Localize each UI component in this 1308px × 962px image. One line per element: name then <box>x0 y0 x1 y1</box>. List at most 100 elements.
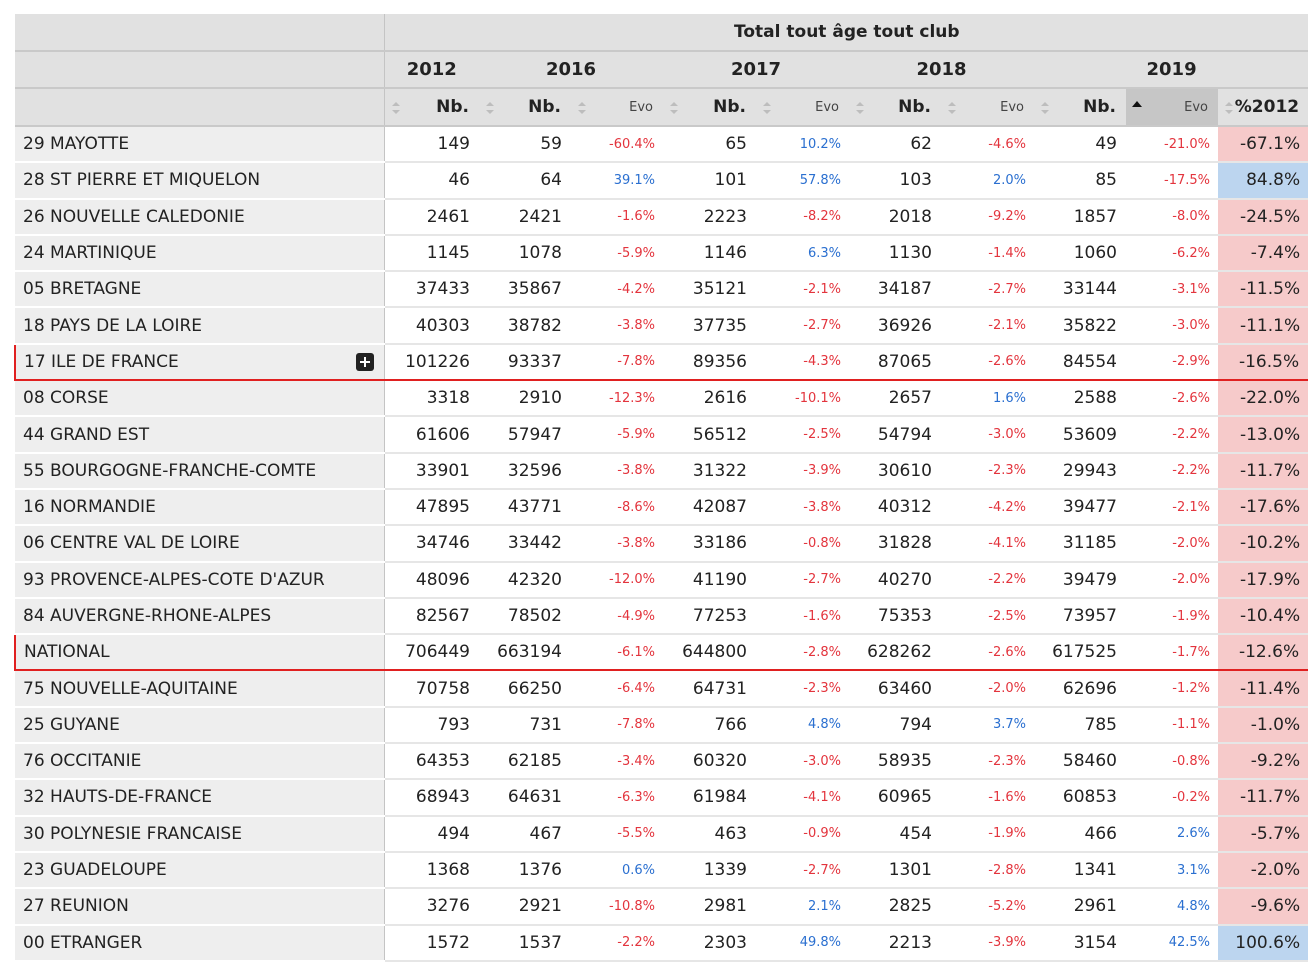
count-cell: 466 <box>1034 815 1126 853</box>
column-header[interactable]: Nb. <box>849 88 941 127</box>
column-label: %2012 <box>1234 97 1300 117</box>
row-label: 76 OCCITANIE <box>15 743 385 781</box>
year-header: 2018 <box>849 51 1034 89</box>
percent-cell: -2.0% <box>1218 851 1308 890</box>
sort-up <box>763 102 771 106</box>
count-cell: 40312 <box>849 488 941 527</box>
count-cell: 31828 <box>849 525 941 563</box>
count-cell: 61606 <box>384 416 479 454</box>
count-cell: 93337 <box>479 342 571 382</box>
sort-icon[interactable] <box>669 101 679 115</box>
sort-icon[interactable] <box>855 101 865 115</box>
sort-down <box>486 110 494 114</box>
row-label: 05 BRETAGNE <box>15 271 385 309</box>
column-header[interactable]: Nb. <box>384 88 479 127</box>
row-label: 29 MAYOTTE <box>15 126 385 164</box>
count-cell: 62 <box>849 126 941 164</box>
row-label: 16 NORMANDIE <box>15 488 385 527</box>
row-label: 55 BOURGOGNE-FRANCHE-COMTE <box>15 452 385 490</box>
sort-icon[interactable] <box>1224 101 1234 115</box>
sort-icon[interactable] <box>947 101 957 115</box>
evo-cell: -1.9% <box>1126 597 1218 636</box>
count-cell: 2657 <box>849 380 941 418</box>
count-cell: 73957 <box>1034 597 1126 636</box>
year-header: 2012 <box>384 51 479 89</box>
data-row: 17 ILE DE FRANCE 101226 93337 -7.8% 89356 -4.… <box>14 342 1308 382</box>
row-label-text: 16 NORMANDIE <box>23 497 156 518</box>
row-label: 75 NOUVELLE-AQUITAINE <box>15 670 385 708</box>
evo-cell: -2.5% <box>756 416 849 454</box>
percent-cell: -1.0% <box>1218 706 1308 745</box>
evo-cell: -4.2% <box>941 488 1034 527</box>
row-label: 24 MARTINIQUE <box>15 234 385 273</box>
count-cell: 65 <box>663 126 756 164</box>
count-cell: 32596 <box>479 452 571 490</box>
evo-cell: -2.9% <box>1126 342 1218 382</box>
data-row: 75 NOUVELLE-AQUITAINE 70758 66250 -6.4% 6473… <box>15 670 1308 708</box>
evo-cell: -3.0% <box>756 743 849 781</box>
evo-cell: -10.1% <box>756 380 849 418</box>
header-blank <box>15 51 385 89</box>
count-cell: 33144 <box>1034 271 1126 309</box>
expand-button[interactable] <box>355 352 374 371</box>
evo-cell: -8.2% <box>756 198 849 236</box>
count-cell: 66250 <box>479 670 571 708</box>
evo-cell: -2.6% <box>1126 380 1218 418</box>
year-header: 2016 <box>479 51 663 89</box>
count-cell: 2981 <box>663 888 756 926</box>
row-label: 44 GRAND EST <box>15 416 385 454</box>
count-cell: 35121 <box>663 271 756 309</box>
column-header[interactable]: Nb. <box>479 88 571 127</box>
count-cell: 89356 <box>663 342 756 382</box>
evo-cell: -1.2% <box>1126 670 1218 708</box>
count-cell: 2223 <box>663 198 756 236</box>
count-cell: 36926 <box>849 307 941 345</box>
row-label-text: 23 GUADELOUPE <box>23 860 167 881</box>
count-cell: 60853 <box>1034 779 1126 817</box>
evo-cell: -5.5% <box>571 815 663 853</box>
column-header[interactable]: Evo <box>571 88 663 127</box>
count-cell: 628262 <box>849 633 941 672</box>
evo-cell: -5.2% <box>941 888 1034 926</box>
sort-icon[interactable] <box>577 101 587 115</box>
column-header[interactable]: Nb. <box>1034 88 1126 127</box>
sort-down <box>670 110 678 114</box>
evo-cell: -6.4% <box>571 670 663 708</box>
evo-cell: -3.0% <box>941 416 1034 454</box>
count-cell: 38782 <box>479 307 571 345</box>
data-row: 23 GUADELOUPE 1368 1376 0.6% 1339 -2.7% 1301 -2… <box>15 851 1308 890</box>
column-header[interactable]: Evo <box>1126 88 1218 127</box>
evo-cell: -2.2% <box>571 924 663 962</box>
column-header[interactable]: Evo <box>756 88 849 127</box>
count-cell: 70758 <box>384 670 479 708</box>
count-cell: 454 <box>849 815 941 853</box>
evo-cell: -17.5% <box>1126 162 1218 200</box>
count-cell: 78502 <box>479 597 571 636</box>
sort-icon[interactable] <box>485 101 495 115</box>
count-cell: 48096 <box>384 561 479 599</box>
evo-cell: -4.9% <box>571 597 663 636</box>
column-label: Evo <box>629 99 653 115</box>
row-label-text: 00 ETRANGER <box>23 932 143 953</box>
column-label: Nb. <box>713 97 746 117</box>
data-row: 25 GUYANE 793 731 -7.8% 766 4.8% 794 3.7% 785 -1.… <box>15 706 1308 745</box>
evo-cell: -2.1% <box>756 271 849 309</box>
count-cell: 64631 <box>479 779 571 817</box>
column-header[interactable]: Nb. <box>663 88 756 127</box>
evo-cell: -7.8% <box>571 706 663 745</box>
column-header[interactable]: Evo <box>941 88 1034 127</box>
column-header[interactable]: %2012 <box>1218 88 1308 127</box>
sort-icon[interactable] <box>762 101 772 115</box>
evo-cell: -6.3% <box>571 779 663 817</box>
percent-cell: 84.8% <box>1218 162 1308 200</box>
count-cell: 60965 <box>849 779 941 817</box>
data-row: 05 BRETAGNE 37433 35867 -4.2% 35121 -2.1% 3418… <box>15 271 1308 309</box>
row-label-text: 93 PROVENCE-ALPES-COTE D'AZUR <box>23 569 325 590</box>
evo-cell: -4.3% <box>756 342 849 382</box>
sort-icon[interactable] <box>1040 101 1050 115</box>
count-cell: 1130 <box>849 234 941 273</box>
count-cell: 467 <box>479 815 571 853</box>
sort-icon[interactable] <box>391 101 401 115</box>
sort-icon[interactable] <box>1132 101 1142 115</box>
evo-cell: -21.0% <box>1126 126 1218 164</box>
